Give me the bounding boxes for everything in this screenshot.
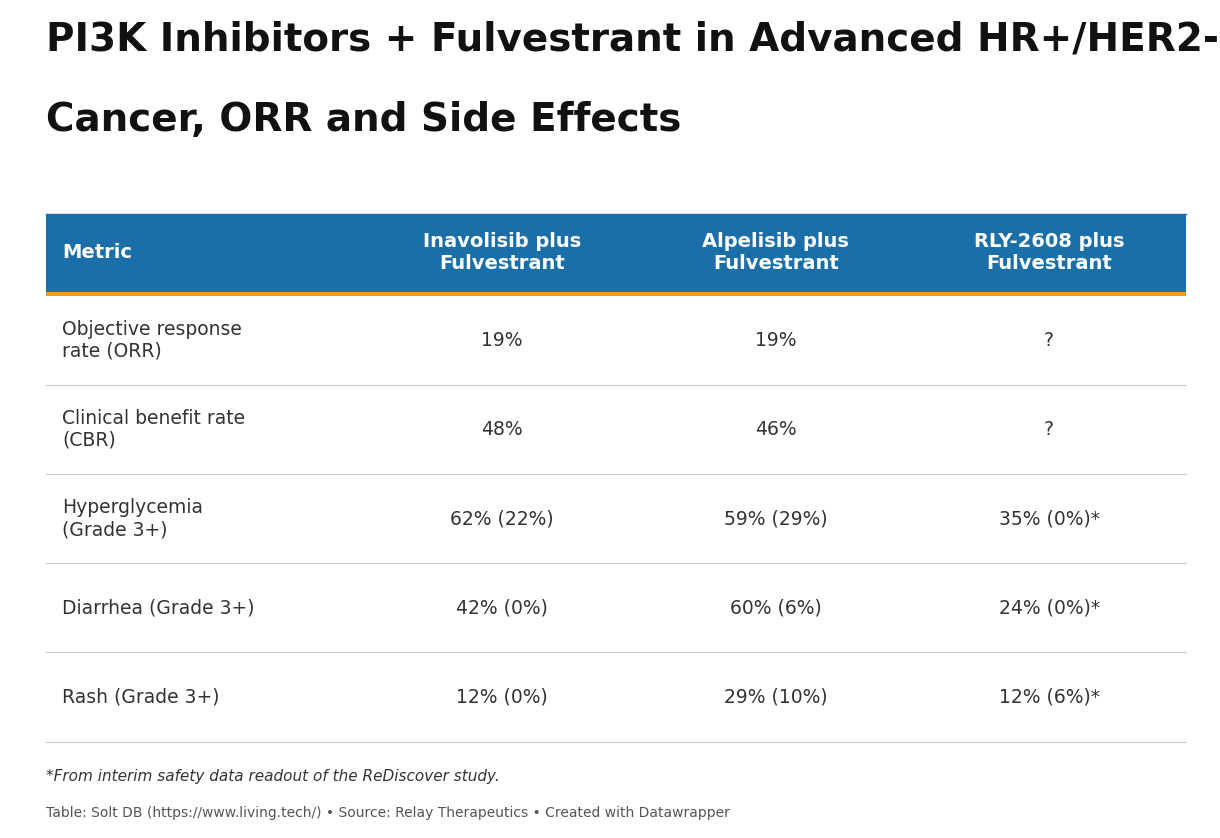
Text: Metric: Metric (62, 243, 132, 262)
Text: ?: ? (1044, 331, 1054, 349)
Text: Cancer, ORR and Side Effects: Cancer, ORR and Side Effects (46, 101, 682, 138)
Text: Objective response
rate (ORR): Objective response rate (ORR) (62, 319, 242, 360)
Text: 62% (22%): 62% (22%) (450, 509, 554, 528)
Text: *From interim safety data readout of the ReDiscover study.: *From interim safety data readout of the… (46, 769, 500, 784)
Text: 12% (0%): 12% (0%) (456, 687, 548, 706)
Text: 42% (0%): 42% (0%) (456, 598, 548, 618)
Text: 59% (29%): 59% (29%) (723, 509, 827, 528)
Text: 19%: 19% (482, 331, 523, 349)
Text: Alpelisib plus
Fulvestrant: Alpelisib plus Fulvestrant (703, 232, 849, 273)
Text: RLY-2608 plus
Fulvestrant: RLY-2608 plus Fulvestrant (974, 232, 1125, 273)
Text: Inavolisib plus
Fulvestrant: Inavolisib plus Fulvestrant (423, 232, 581, 273)
Text: 48%: 48% (482, 420, 523, 439)
Text: 46%: 46% (755, 420, 797, 439)
Text: Rash (Grade 3+): Rash (Grade 3+) (62, 687, 220, 706)
Text: 19%: 19% (755, 331, 797, 349)
Text: Hyperglycemia
(Grade 3+): Hyperglycemia (Grade 3+) (62, 498, 204, 539)
Text: Table: Solt DB (https://www.living.tech/) • Source: Relay Therapeutics • Created: Table: Solt DB (https://www.living.tech/… (46, 806, 731, 820)
Text: Clinical benefit rate
(CBR): Clinical benefit rate (CBR) (62, 409, 245, 450)
Text: 29% (10%): 29% (10%) (723, 687, 827, 706)
Text: 24% (0%)*: 24% (0%)* (998, 598, 1099, 618)
Text: Diarrhea (Grade 3+): Diarrhea (Grade 3+) (62, 598, 255, 618)
Text: ?: ? (1044, 420, 1054, 439)
Text: PI3K Inhibitors + Fulvestrant in Advanced HR+/HER2- Breast: PI3K Inhibitors + Fulvestrant in Advance… (46, 21, 1220, 59)
Text: 12% (6%)*: 12% (6%)* (999, 687, 1099, 706)
Text: 35% (0%)*: 35% (0%)* (999, 509, 1099, 528)
Text: 60% (6%): 60% (6%) (730, 598, 821, 618)
